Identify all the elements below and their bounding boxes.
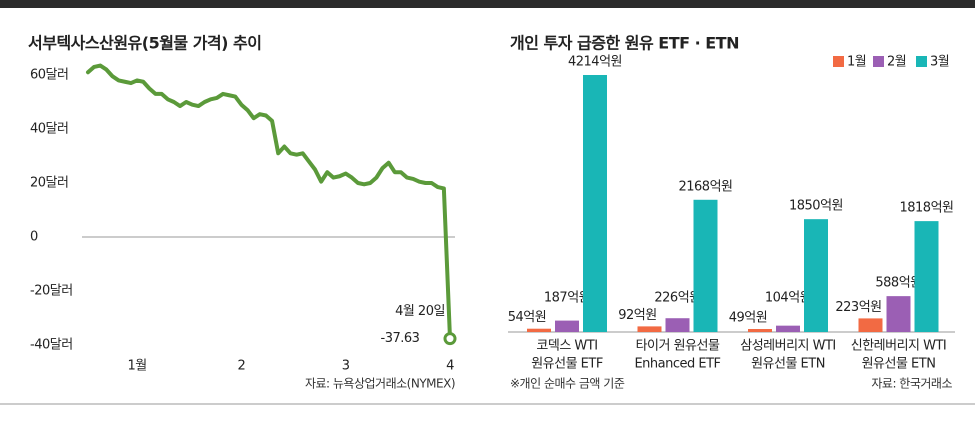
value-label: 226억원 <box>654 291 700 306</box>
legend-swatch <box>916 56 927 67</box>
x-tick-label: 코덱스 WTI <box>536 339 597 354</box>
bar <box>583 75 607 332</box>
x-tick-label: 신한레버리지 WTI <box>851 339 947 354</box>
chart-title: 서부텍사스산원유(5월물 가격) 추이 <box>28 34 261 53</box>
y-tick-label: 0 <box>30 230 38 245</box>
y-tick-label: 40달러 <box>30 122 68 137</box>
legend-label: 1월 <box>847 55 866 70</box>
bar <box>637 326 662 332</box>
bar <box>858 318 883 332</box>
value-label: 223억원 <box>835 300 881 315</box>
bar <box>914 221 939 332</box>
bar <box>693 199 718 332</box>
bar <box>804 219 828 332</box>
bar <box>776 325 800 332</box>
legend-label: 3월 <box>930 55 949 70</box>
bar <box>886 296 911 332</box>
x-tick-label: Enhanced ETF <box>634 357 720 372</box>
x-tick-label: 1월 <box>127 359 146 374</box>
legend-swatch <box>833 56 844 67</box>
x-tick-label: 원유선물 ETN <box>751 357 825 372</box>
value-label: 588억원 <box>875 276 921 291</box>
value-label: 49억원 <box>729 311 767 326</box>
x-tick-label: 삼성레버리지 WTI <box>740 339 836 354</box>
y-tick-label: 60달러 <box>30 68 68 83</box>
value-label: 1850억원 <box>789 199 843 214</box>
top-bar <box>0 0 975 8</box>
x-tick-label: 원유선물 ETN <box>862 357 936 372</box>
x-tick-label: 3 <box>342 359 350 374</box>
y-tick-label: -40달러 <box>30 338 73 353</box>
value-label: 54억원 <box>508 310 546 325</box>
value-label: 92억원 <box>618 308 656 323</box>
end-marker <box>443 332 457 346</box>
value-label: 187억원 <box>544 291 590 306</box>
bar <box>555 320 579 332</box>
note: ※개인 순매수 금액 기준 <box>510 377 625 391</box>
source: 자료: 뉴욕상업거래소(NYMEX) <box>305 377 455 391</box>
x-tick-label: 타이거 원유선물 <box>636 339 720 354</box>
x-tick-label: 2 <box>237 359 245 374</box>
price-line <box>86 63 452 341</box>
value-label: 104억원 <box>765 291 811 306</box>
value-label: -37.63 <box>381 331 420 346</box>
bar <box>748 329 772 332</box>
chart-title: 개인 투자 급증한 원유 ETF · ETN <box>510 34 739 53</box>
bar <box>665 318 690 332</box>
value-label: 4214억원 <box>568 55 622 70</box>
y-tick-label: -20달러 <box>30 284 73 299</box>
source: 자료: 한국거래소 <box>871 377 952 391</box>
legend-label: 2월 <box>887 55 906 70</box>
annotation: 4월 20일 <box>395 304 445 319</box>
legend-swatch <box>873 56 884 67</box>
x-tick-label: 원유선물 ETF <box>531 357 603 372</box>
value-label: 2168억원 <box>678 179 732 194</box>
y-tick-label: 20달러 <box>30 176 68 191</box>
bar <box>527 328 551 332</box>
x-tick-label: 4 <box>446 359 454 374</box>
value-label: 1818억원 <box>899 201 953 216</box>
